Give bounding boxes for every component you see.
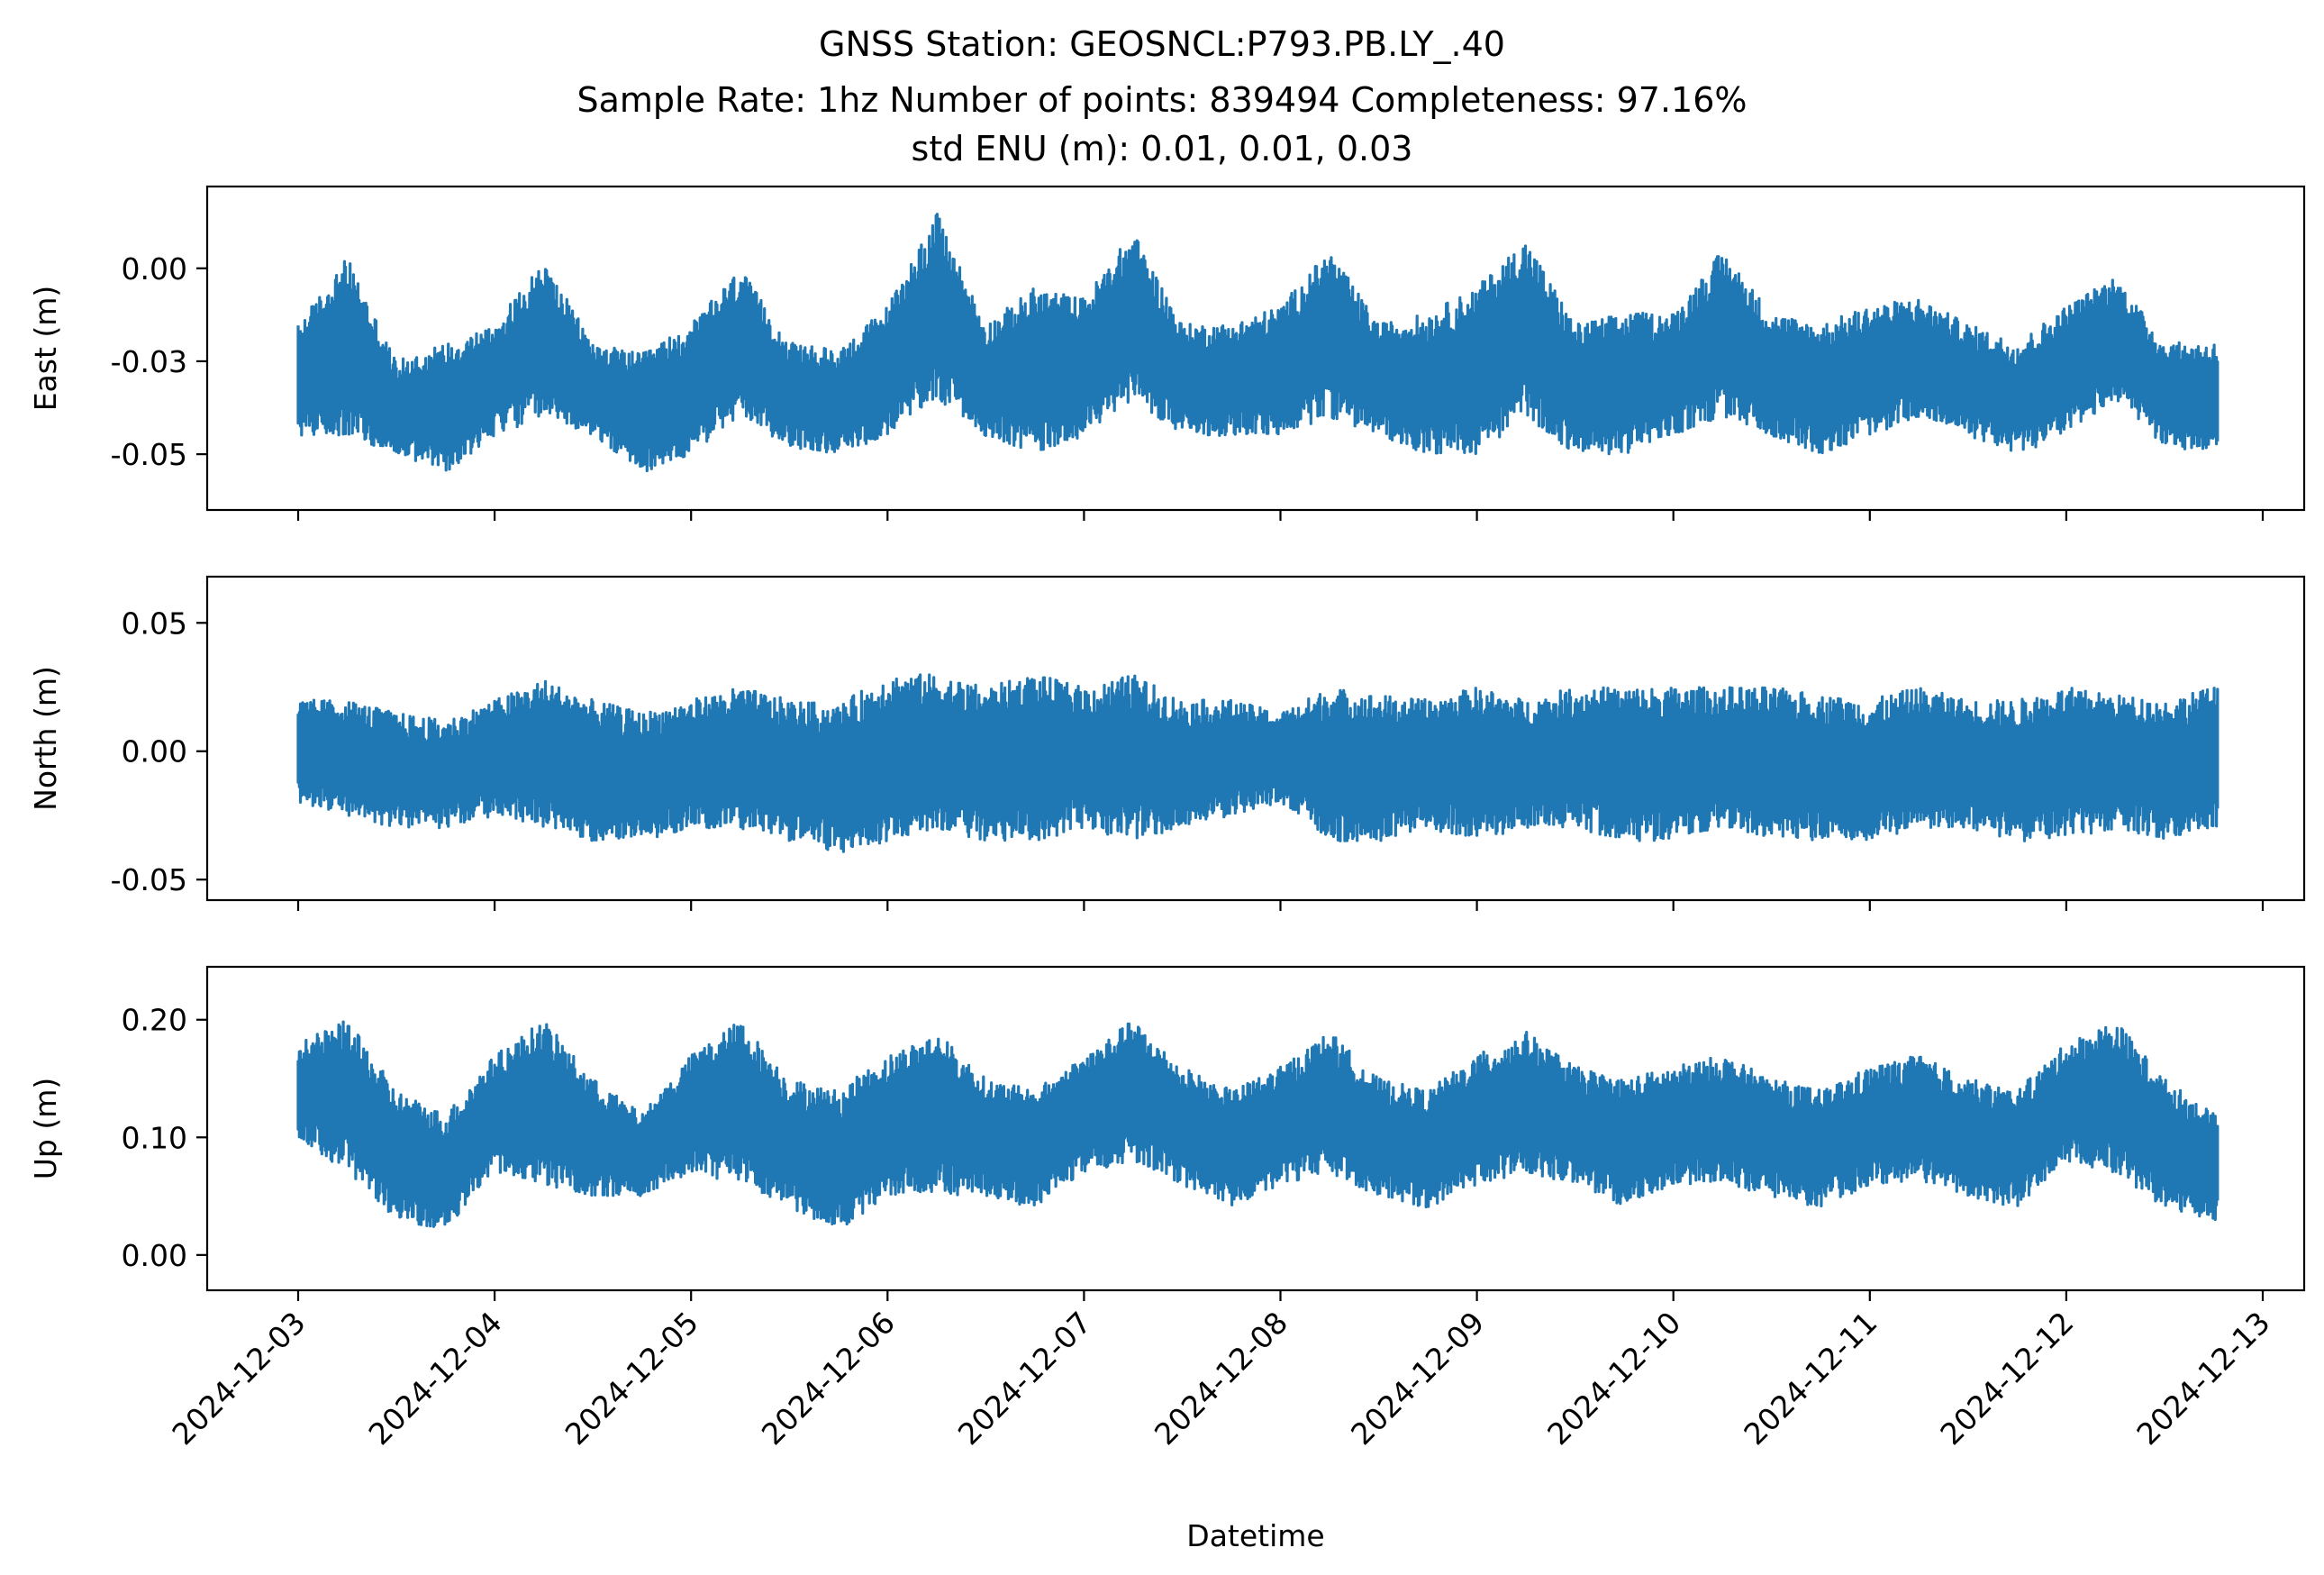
series-line-3 [296, 1020, 2220, 1228]
y-tick-label: 0.05 [122, 605, 187, 641]
y-tick-label: 0.20 [122, 1003, 187, 1038]
panel-2: 0.05 0.00 -0.05 North (m) [28, 575, 2306, 911]
axes-frame [205, 575, 2306, 902]
title-line-1: GNSS Station: GEOSNCL:P793.PB.LY_.40 [819, 24, 1505, 64]
axes-frame [205, 965, 2306, 1292]
series-line-1 [296, 213, 2220, 473]
y-tick-label: 0.00 [122, 734, 187, 769]
y-axis-label: East (m) [28, 286, 63, 412]
title-line-3: std ENU (m): 0.01, 0.01, 0.03 [912, 129, 1413, 168]
y-tick-label: -0.05 [111, 862, 187, 897]
series-line-2 [296, 673, 2220, 853]
title-line-2: Sample Rate: 1hz Number of points: 83949… [577, 80, 1748, 120]
x-axis-label: Datetime [1186, 1518, 1324, 1553]
y-tick-label: 0.00 [122, 1238, 187, 1273]
y-tick-label: 0.00 [122, 251, 187, 287]
axes-frame [205, 185, 2306, 512]
y-axis-label: Up (m) [28, 1078, 63, 1180]
y-axis-label: North (m) [28, 666, 63, 811]
panel-1: 0.00 -0.03 -0.05 East (m) [28, 185, 2306, 521]
y-tick-label: -0.05 [111, 437, 187, 472]
y-tick-label: -0.03 [111, 344, 187, 379]
y-tick-label: 0.10 [122, 1120, 187, 1155]
